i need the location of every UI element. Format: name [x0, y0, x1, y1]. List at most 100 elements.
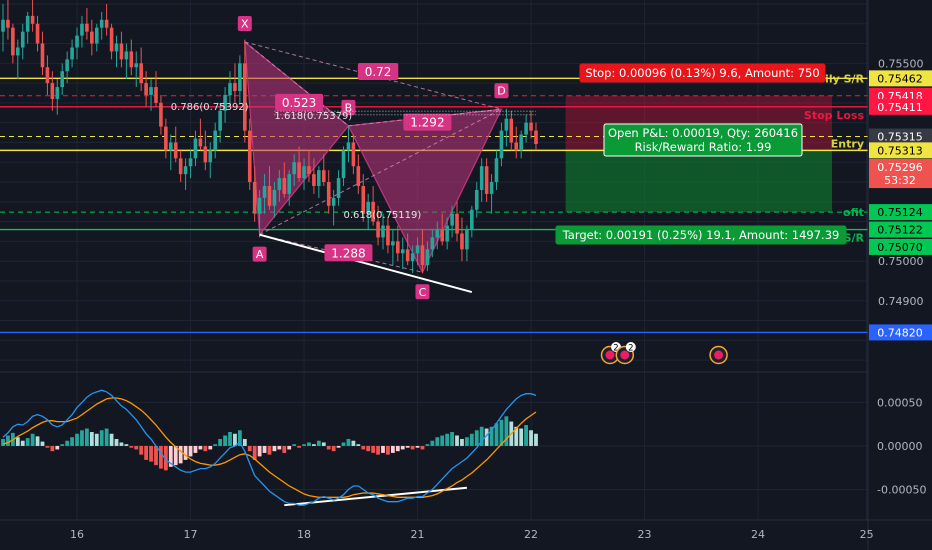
macd-histogram-bar	[474, 430, 479, 446]
macd-histogram-bar	[119, 442, 124, 446]
candle-body	[149, 87, 153, 95]
candle-body	[474, 189, 479, 210]
price-label-tag	[869, 142, 932, 159]
candle-body	[499, 130, 504, 159]
candle-body	[470, 209, 474, 230]
candle-body	[119, 43, 124, 60]
pattern-ratio-label: 1.292	[410, 116, 444, 130]
target-info-box	[555, 225, 847, 245]
macd-histogram-bar	[124, 444, 129, 446]
macd-histogram-bar	[80, 430, 84, 446]
candle-body	[198, 138, 203, 147]
candle-body	[114, 43, 119, 52]
candle-body	[159, 102, 163, 127]
macd-histogram-bar	[464, 437, 469, 446]
pattern-ratio-line	[244, 41, 349, 127]
macd-histogram-bar	[346, 438, 351, 446]
pattern-point-label: D	[497, 85, 505, 98]
pattern-ratio-badge	[357, 63, 399, 81]
candle-body	[90, 31, 94, 44]
time-axis-tick: 25	[860, 528, 874, 541]
candle-body	[45, 67, 50, 84]
candle-body	[104, 19, 109, 28]
macd-histogram-bar	[479, 426, 484, 446]
macd-histogram-bar	[534, 433, 538, 446]
pnl-info-text: Open P&L: 0.00019, Qty: 260416	[608, 126, 798, 140]
macd-histogram-bar	[208, 445, 213, 450]
macd-histogram-bar	[129, 445, 134, 448]
signal-line	[2, 397, 537, 498]
macd-histogram-bar	[168, 445, 173, 467]
macd-histogram-bar	[376, 445, 380, 455]
candle-body	[529, 122, 533, 131]
macd-histogram-bar	[415, 445, 420, 448]
candle-body	[435, 229, 440, 238]
event-marker-dot	[620, 350, 630, 360]
macd-line	[2, 389, 537, 506]
candle-body	[450, 213, 454, 226]
pattern-point-label: B	[345, 101, 353, 114]
candle-body	[381, 225, 385, 238]
candle-body	[287, 174, 292, 194]
macd-histogram-bar	[159, 445, 163, 469]
candle-body	[183, 166, 188, 175]
macd-histogram-bar	[351, 440, 356, 446]
macd-histogram-bar	[89, 432, 94, 446]
candle-body	[238, 63, 242, 92]
macd-histogram-bar	[55, 445, 60, 450]
pattern-ratio-label: 0.72	[365, 65, 392, 79]
price-label-text: 53:32	[884, 174, 916, 187]
macd-histogram-bar	[371, 445, 376, 453]
candle-body	[50, 83, 55, 99]
time-axis-tick: 22	[524, 528, 538, 541]
macd-histogram-bar	[361, 445, 366, 450]
price-label-text: 0.75070	[877, 241, 923, 254]
macd-histogram-bar	[15, 437, 20, 446]
candle-body	[109, 27, 114, 52]
candle-body	[25, 15, 30, 32]
take-profit-zone	[565, 150, 832, 213]
candle-body	[173, 142, 178, 159]
candle-body	[168, 142, 173, 151]
candle-body	[252, 182, 257, 214]
price-label-text: 0.75296	[877, 161, 923, 174]
pattern-point-badge	[252, 246, 267, 262]
candle-body	[203, 146, 208, 163]
macd-histogram-bar	[282, 445, 287, 453]
macd-histogram-bar	[183, 445, 188, 460]
time-axis-tick: 24	[751, 528, 765, 541]
macd-histogram-bar	[134, 445, 139, 450]
macd-histogram-bar	[386, 445, 390, 455]
candle-body	[282, 178, 287, 194]
pattern-point-label: C	[419, 286, 427, 299]
macd-histogram-bar	[277, 445, 282, 450]
candle-body	[129, 51, 134, 68]
target-info-text: Target: 0.00191 (0.25%) 19.1, Amount: 14…	[562, 228, 840, 242]
price-label-tag	[869, 324, 932, 341]
candle-body	[1, 19, 5, 32]
candle-body	[6, 19, 10, 28]
time-axis-tick: 17	[184, 528, 198, 541]
event-marker-dot	[605, 350, 615, 360]
macd-histogram-bar	[25, 438, 30, 446]
price-label-text: 0.75122	[877, 224, 923, 237]
macd-histogram	[1, 416, 538, 471]
macd-histogram-bar	[139, 445, 144, 455]
candle-body	[534, 130, 538, 145]
price-axis-tick: 0.74900	[878, 295, 924, 308]
macd-histogram-bar	[524, 425, 529, 446]
candle-body	[321, 170, 326, 183]
macd-histogram-bar	[297, 445, 301, 448]
level-label: Entry	[831, 137, 864, 150]
macd-histogram-bar	[326, 445, 331, 450]
macd-histogram-bar	[356, 444, 361, 446]
macd-histogram-bar	[247, 445, 252, 452]
candle-body	[40, 43, 45, 68]
price-label-tag	[869, 159, 932, 176]
macd-histogram-bar	[45, 445, 50, 448]
level-label: ofit	[843, 206, 864, 219]
macd-histogram-bar	[519, 428, 524, 446]
pattern-ratio-badge	[275, 93, 324, 111]
macd-histogram-bar	[154, 445, 158, 466]
